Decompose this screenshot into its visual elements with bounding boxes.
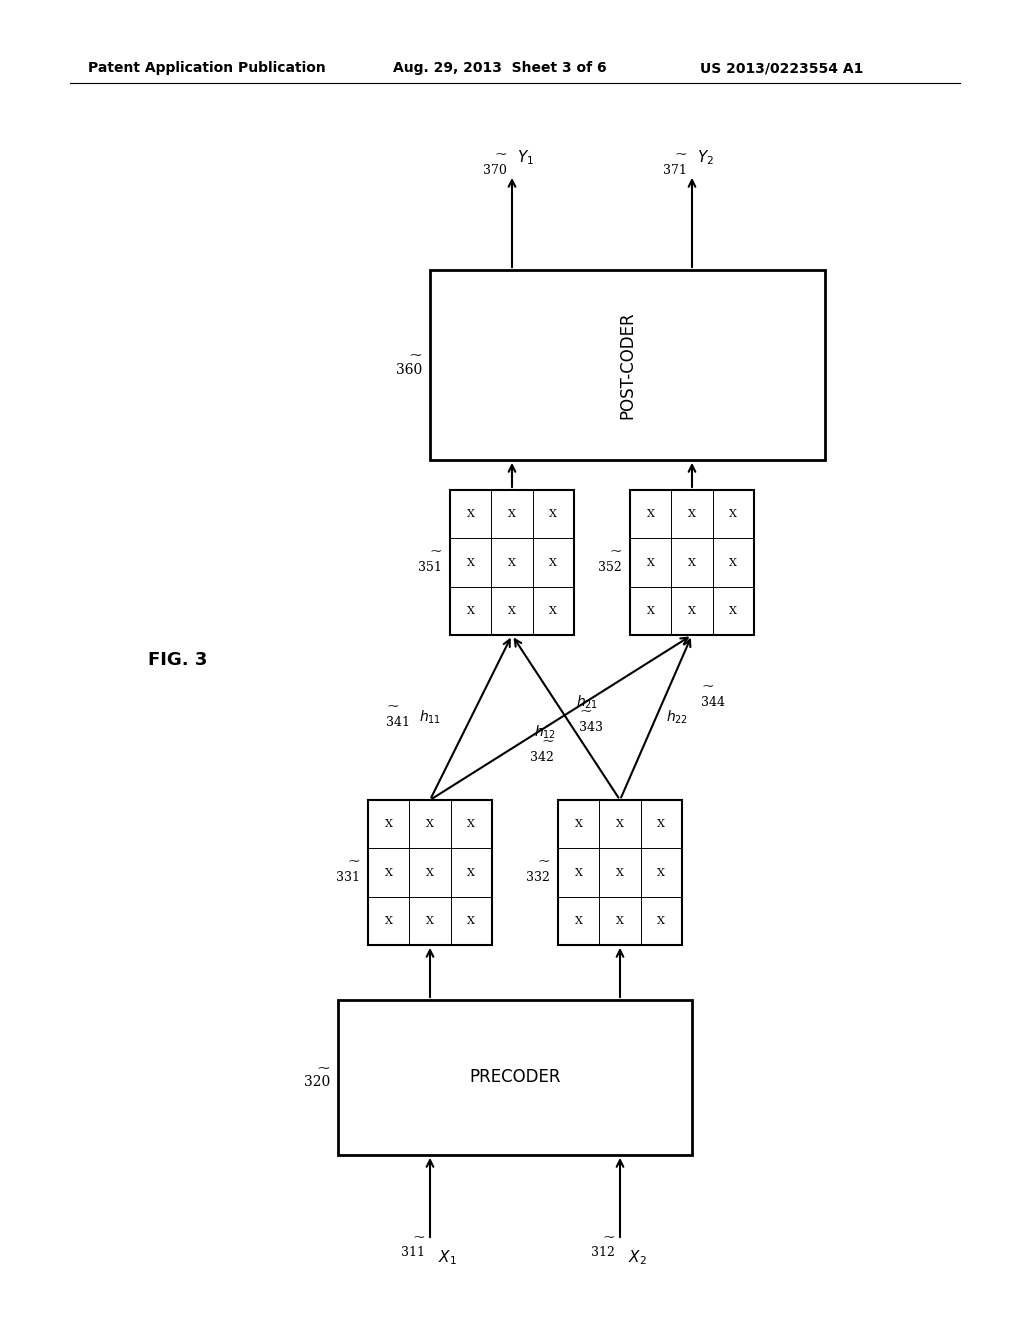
Text: 311: 311 [401, 1246, 425, 1259]
Text: $X_1$: $X_1$ [438, 1249, 457, 1267]
Text: X: X [508, 510, 516, 519]
Text: X: X [467, 916, 475, 925]
Text: X: X [616, 916, 624, 925]
Text: X: X [574, 916, 583, 925]
Text: X: X [550, 557, 557, 568]
Text: X: X [385, 820, 392, 829]
Text: X: X [426, 820, 434, 829]
Text: ~: ~ [429, 545, 442, 560]
Text: 312: 312 [591, 1246, 615, 1259]
Text: X: X [467, 606, 474, 616]
Text: X: X [467, 510, 474, 519]
Text: 351: 351 [418, 561, 442, 574]
Text: $X_2$: $X_2$ [628, 1249, 647, 1267]
Text: X: X [385, 867, 392, 878]
Text: $h_{11}$: $h_{11}$ [419, 709, 441, 726]
Text: Patent Application Publication: Patent Application Publication [88, 61, 326, 75]
Text: 370: 370 [483, 164, 507, 177]
Text: X: X [550, 606, 557, 616]
Text: 371: 371 [664, 164, 687, 177]
Text: 331: 331 [336, 871, 360, 884]
Text: $h_{22}$: $h_{22}$ [666, 709, 688, 726]
Text: ~: ~ [609, 545, 622, 560]
Text: FIG. 3: FIG. 3 [148, 651, 208, 669]
Text: ~: ~ [674, 148, 687, 162]
Text: X: X [657, 820, 666, 829]
Bar [450, 490, 574, 635]
Text: X: X [616, 820, 624, 829]
Text: X: X [426, 867, 434, 878]
Text: 341: 341 [386, 715, 410, 729]
Text: Aug. 29, 2013  Sheet 3 of 6: Aug. 29, 2013 Sheet 3 of 6 [393, 61, 606, 75]
Text: ~: ~ [579, 705, 592, 719]
Text: 343: 343 [579, 721, 603, 734]
Text: 332: 332 [526, 871, 550, 884]
Text: X: X [729, 557, 737, 568]
Text: X: X [616, 867, 624, 878]
Text: X: X [550, 510, 557, 519]
Text: X: X [508, 606, 516, 616]
Text: ~: ~ [701, 681, 714, 694]
Text: $Y_2$: $Y_2$ [697, 149, 714, 168]
Bar [630, 490, 754, 635]
Text: $h_{12}$: $h_{12}$ [534, 723, 556, 742]
Text: X: X [688, 557, 696, 568]
Text: 342: 342 [530, 751, 554, 764]
Text: 344: 344 [701, 696, 725, 709]
Text: X: X [657, 867, 666, 878]
Text: US 2013/0223554 A1: US 2013/0223554 A1 [700, 61, 863, 75]
Text: ~: ~ [316, 1059, 330, 1076]
Text: ~: ~ [413, 1232, 425, 1245]
Text: ~: ~ [386, 701, 398, 714]
Text: X: X [508, 557, 516, 568]
Text: ~: ~ [495, 148, 507, 162]
Text: POST-CODER: POST-CODER [618, 312, 637, 418]
Text: ~: ~ [538, 855, 550, 870]
Text: X: X [729, 606, 737, 616]
Text: 352: 352 [598, 561, 622, 574]
Text: X: X [647, 606, 654, 616]
Text: X: X [467, 557, 474, 568]
Text: 360: 360 [395, 363, 422, 378]
Text: X: X [467, 820, 475, 829]
Text: PRECODER: PRECODER [469, 1068, 561, 1086]
Bar [558, 800, 682, 945]
Text: X: X [657, 916, 666, 925]
Text: ~: ~ [602, 1232, 615, 1245]
Text: X: X [574, 820, 583, 829]
Bar [338, 1001, 692, 1155]
Text: X: X [647, 510, 654, 519]
Text: $h_{21}$: $h_{21}$ [575, 694, 598, 711]
Text: X: X [729, 510, 737, 519]
Text: X: X [647, 557, 654, 568]
Text: X: X [574, 867, 583, 878]
Text: 320: 320 [304, 1076, 330, 1089]
Text: X: X [385, 916, 392, 925]
Text: ~: ~ [347, 855, 360, 870]
Text: ~: ~ [409, 346, 422, 363]
Text: X: X [426, 916, 434, 925]
Text: X: X [688, 606, 696, 616]
Bar [430, 271, 825, 459]
Bar [368, 800, 492, 945]
Text: X: X [688, 510, 696, 519]
Text: $Y_1$: $Y_1$ [517, 149, 535, 168]
Text: X: X [467, 867, 475, 878]
Text: ~: ~ [542, 735, 554, 750]
